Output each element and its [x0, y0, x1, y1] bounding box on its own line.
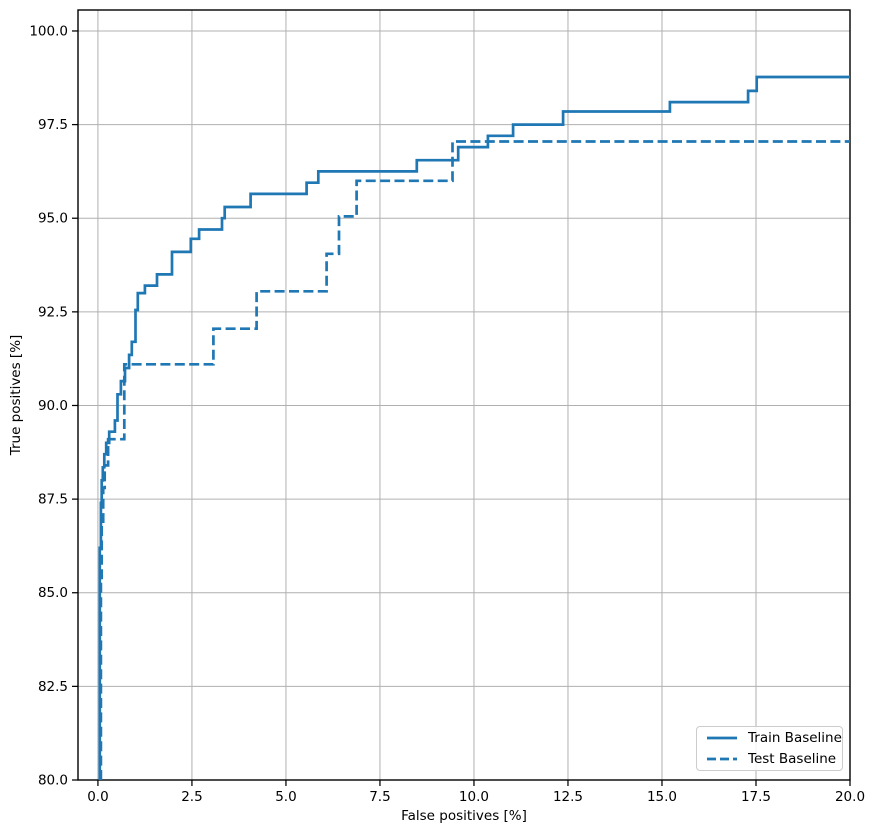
x-tick-label: 17.5	[741, 789, 771, 805]
legend-item-test: Test Baseline	[706, 751, 836, 768]
y-tick-label: 82.5	[38, 679, 68, 695]
x-tick-label: 15.0	[647, 789, 677, 805]
legend-label-test: Test Baseline	[748, 750, 837, 767]
x-tick-label: 0.0	[87, 789, 108, 805]
y-tick-label: 90.0	[38, 398, 68, 414]
y-tick-label: 87.5	[38, 492, 68, 508]
y-tick-label: 92.5	[38, 304, 68, 320]
legend-item-train: Train Baseline	[706, 730, 842, 747]
x-tick-label: 7.5	[369, 789, 390, 805]
x-axis-title: False positives [%]	[401, 808, 527, 824]
x-tick-label: 12.5	[553, 789, 583, 805]
legend: Train Baseline Test Baseline	[696, 726, 843, 771]
y-axis-title: True positives [%]	[8, 334, 24, 456]
x-tick-label: 10.0	[459, 789, 489, 805]
y-tick-label: 97.5	[38, 117, 68, 133]
train-line-sample	[707, 736, 737, 740]
x-tick-label: 2.5	[181, 789, 202, 805]
x-tick-label: 20.0	[835, 789, 865, 805]
series-dashed-line	[99, 140, 850, 780]
legend-label-train: Train Baseline	[748, 729, 842, 746]
series-solid-line	[98, 75, 850, 780]
y-tick-label: 100.0	[29, 23, 68, 39]
test-line-sample	[707, 757, 737, 761]
y-tick-label: 80.0	[38, 773, 68, 789]
y-tick-label: 85.0	[38, 585, 68, 601]
axes-spines	[77, 9, 851, 781]
y-tick-label: 95.0	[38, 211, 68, 227]
x-tick-label: 5.0	[275, 789, 296, 805]
